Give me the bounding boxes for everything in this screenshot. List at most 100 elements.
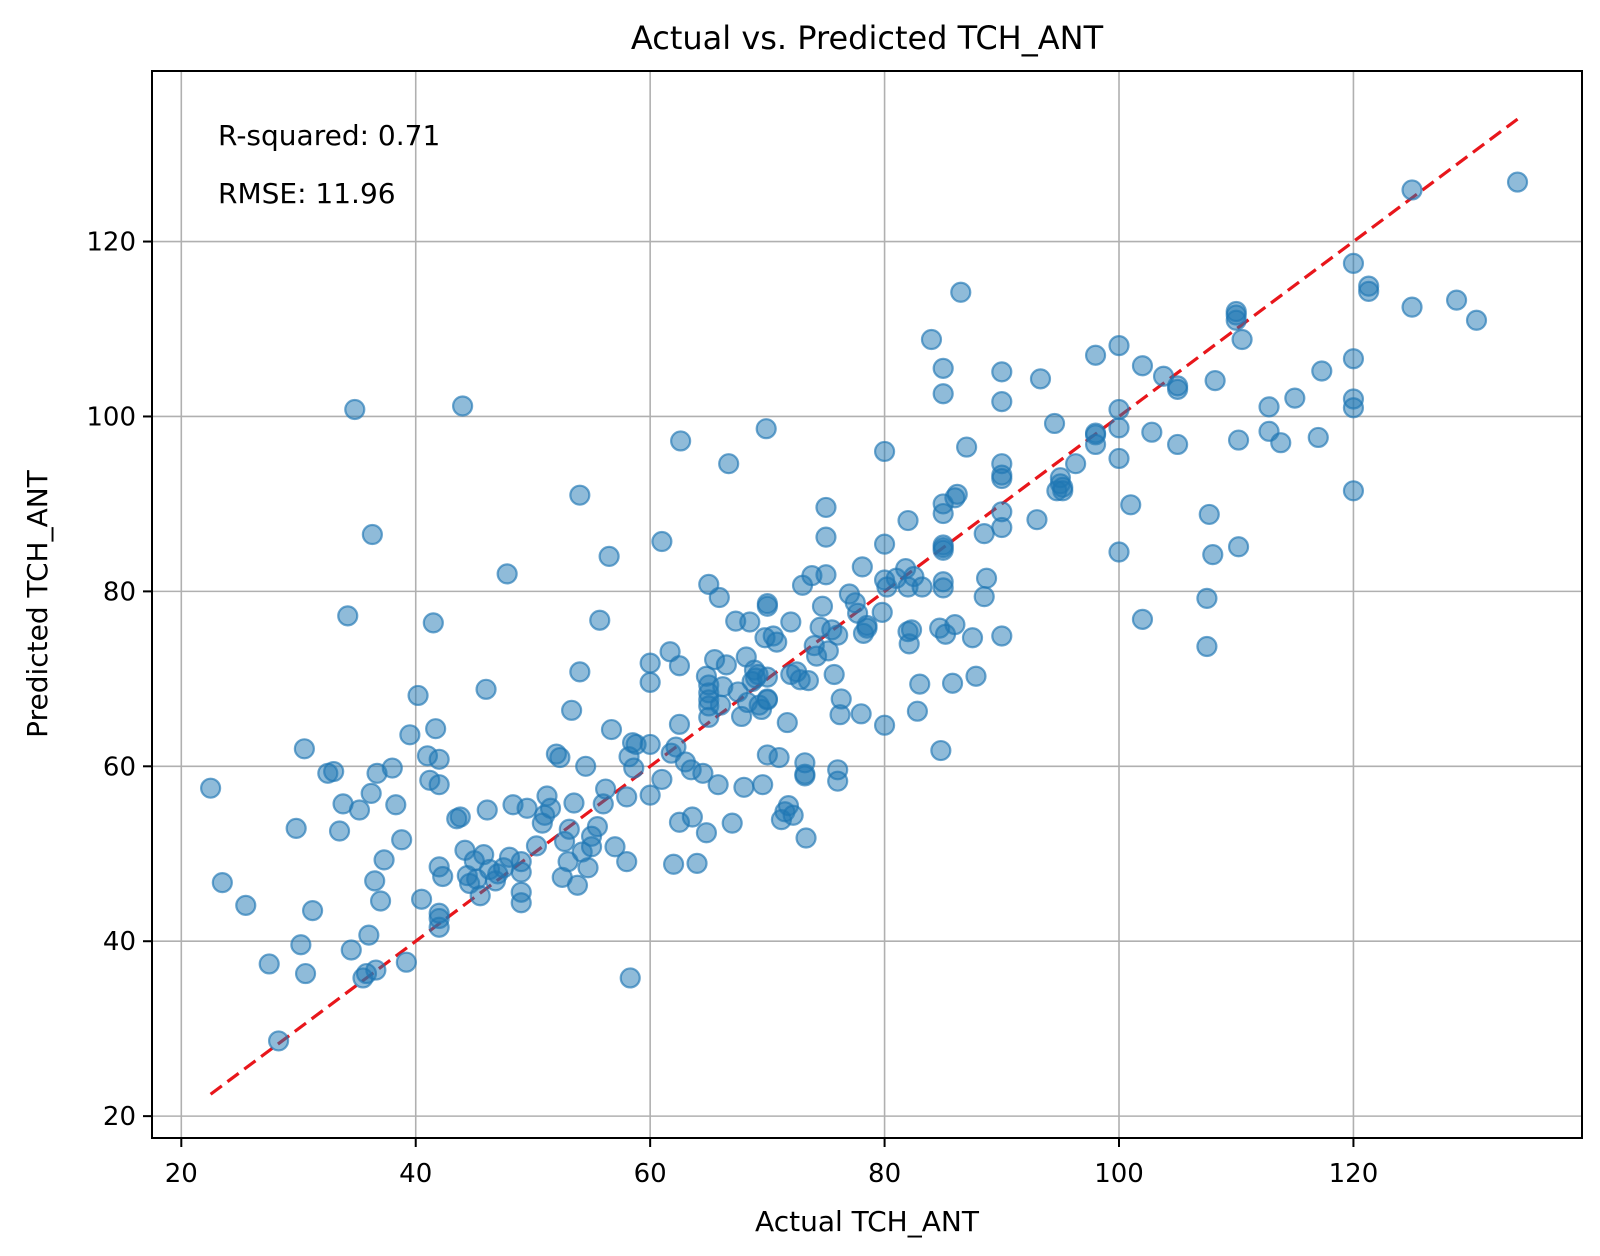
scatter-point <box>1120 494 1142 516</box>
scatter-point <box>950 281 972 303</box>
scatter-point <box>1204 370 1226 392</box>
x-tick-label: 100 <box>1094 1159 1144 1189</box>
scatter-point <box>965 665 987 687</box>
scatter-point <box>991 390 1013 413</box>
scatter-point <box>399 724 421 746</box>
scatter-point <box>235 894 257 916</box>
y-tick-label: 80 <box>103 577 136 607</box>
scatter-point <box>873 714 896 736</box>
scatter-point <box>766 631 788 653</box>
scatter-point <box>337 605 359 627</box>
scatter-point <box>1198 503 1220 526</box>
scatter-point <box>946 483 968 505</box>
scatter-point <box>422 612 444 634</box>
scatter-point <box>348 799 371 821</box>
scatter-point <box>558 818 580 840</box>
y-axis-label: Predicted TCH_ANT <box>21 469 54 738</box>
scatter-point <box>1131 608 1154 630</box>
y-tick-label: 20 <box>103 1102 136 1132</box>
scatter-point <box>871 601 893 623</box>
scatter-point <box>932 577 954 599</box>
scatter-point <box>385 794 407 816</box>
scatter-point <box>449 806 471 828</box>
scatter-point <box>267 1030 290 1052</box>
scatter-point <box>707 774 729 796</box>
scatter-point <box>258 953 280 975</box>
scatter-point <box>956 436 978 458</box>
scatter-point <box>1258 396 1280 418</box>
scatter-point <box>756 689 778 711</box>
scatter-point <box>563 792 585 814</box>
scatter-point <box>797 669 819 692</box>
scatter-point <box>1196 635 1218 658</box>
y-tick-label: 60 <box>103 752 136 782</box>
scatter-point <box>718 453 740 475</box>
scatter-point <box>475 678 497 700</box>
scatter-point <box>651 530 673 553</box>
scatter-point <box>432 865 454 888</box>
scatter-point <box>569 661 591 683</box>
scatter-point <box>906 700 929 722</box>
scatter-point <box>381 757 403 779</box>
scatter-point <box>469 885 491 907</box>
scatter-point <box>1227 536 1250 558</box>
scatter-point <box>1342 252 1365 275</box>
scatter-point <box>290 934 312 956</box>
scatter-point <box>709 694 732 716</box>
scatter-point <box>1342 480 1365 502</box>
scatter-point <box>301 900 324 922</box>
scatter-point <box>360 782 382 805</box>
scatter-point <box>932 383 954 405</box>
scatter-point <box>973 523 995 545</box>
scatter-point <box>200 777 222 799</box>
scatter-point <box>1284 387 1306 409</box>
scatter-point <box>616 786 638 808</box>
scatter-point <box>1141 421 1163 443</box>
scatter-point <box>510 892 532 914</box>
scatter-point <box>365 959 387 981</box>
scatter-point <box>941 672 964 694</box>
scatter-point <box>323 760 345 783</box>
scatter-point <box>516 797 538 819</box>
scatter-point <box>815 496 837 519</box>
scatter-point <box>739 611 761 633</box>
scatter-point <box>827 770 849 792</box>
scatter-point <box>294 962 317 985</box>
scatter-point <box>752 774 774 796</box>
scatter-point <box>1084 433 1107 456</box>
scatter-point <box>373 849 395 871</box>
scatter-point <box>668 713 691 735</box>
x-tick-label: 40 <box>399 1159 432 1189</box>
scatter-point <box>733 776 755 798</box>
scatter-point <box>692 762 714 784</box>
scatter-point <box>991 501 1013 523</box>
scatter-point <box>391 829 413 851</box>
y-tick-label: 100 <box>86 402 136 432</box>
scatter-point <box>721 812 743 834</box>
scatter-point <box>1311 360 1333 382</box>
scatter-point <box>662 853 685 875</box>
scatter-point <box>651 768 673 791</box>
scatter-point <box>604 836 626 858</box>
scatter-point <box>794 752 816 774</box>
y-tick-label: 120 <box>86 228 136 258</box>
scatter-point <box>911 576 933 598</box>
scatter-point <box>1167 375 1189 397</box>
scatter-point <box>681 806 703 828</box>
x-axis-ticks: 20 40 60 80 100 120 <box>165 1138 1378 1189</box>
scatter-point <box>616 851 638 873</box>
scatter-point <box>873 440 896 463</box>
scatter-point <box>920 328 943 351</box>
scatter-point <box>755 418 777 440</box>
scatter-point <box>428 902 450 924</box>
scatter-point <box>811 595 834 617</box>
scatter-point <box>561 699 583 721</box>
scatter-point <box>944 614 966 636</box>
scatter-point <box>1052 480 1074 502</box>
scatter-point <box>708 586 730 609</box>
scatter-point <box>780 611 802 633</box>
scatter-point <box>961 627 984 649</box>
scatter-point <box>340 939 362 961</box>
scatter-point <box>525 835 548 857</box>
scatter-point <box>1506 171 1529 193</box>
